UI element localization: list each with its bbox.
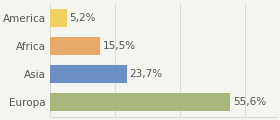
Text: 15,5%: 15,5% (103, 41, 136, 51)
Bar (50, 9, 67, 27)
Text: 5,2%: 5,2% (69, 13, 96, 23)
Bar (50, 65, 127, 83)
Text: 55,6%: 55,6% (233, 97, 266, 107)
Text: 23,7%: 23,7% (130, 69, 163, 79)
Bar (50, 37, 100, 55)
Bar (50, 93, 230, 111)
